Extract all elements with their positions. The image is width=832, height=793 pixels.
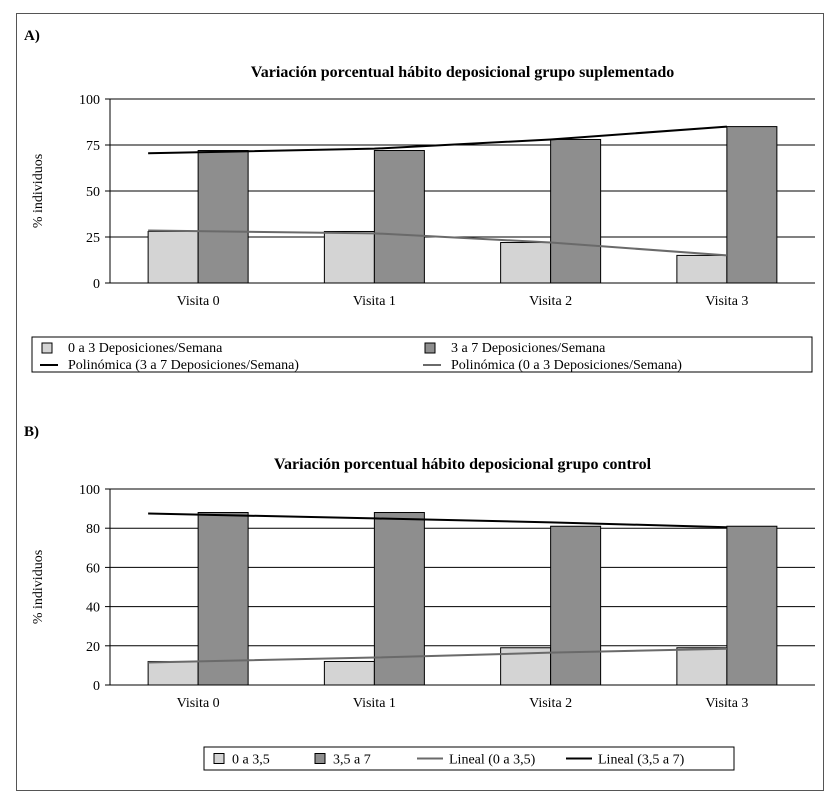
figure-frame: [16, 13, 824, 791]
panel-b-label: B): [24, 424, 39, 440]
panel-a-label: A): [24, 28, 40, 44]
